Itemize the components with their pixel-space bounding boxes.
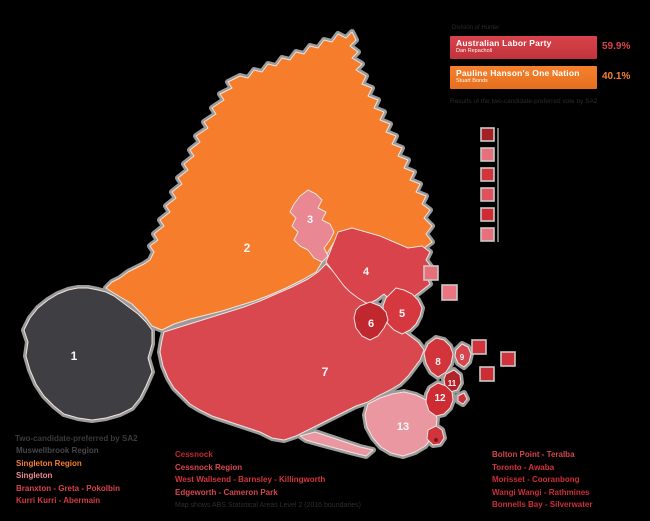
party-percent-one-nation: 40.1% [602,71,631,82]
callout-square-1 [480,147,495,162]
callout-square-9 [500,351,516,367]
party-percent-labor: 59.9% [602,41,631,52]
region-label-8: 8 [435,357,441,368]
map-dot-0 [434,438,438,442]
callout-square-3 [480,187,495,202]
region-label-5: 5 [399,308,405,320]
region-fragment-14 [457,392,468,405]
bottom-legend-column-1: Muswellbrook Region Singleton Region Singl… [16,445,120,508]
region-label-1: 1 [71,349,78,363]
legend-area-name: Kurri Kurri - Abermain [16,496,101,506]
legend-top-note: Division of Hunter [452,25,500,31]
legend-area-name: West Wallsend - Barnsley - Killingworth [175,475,326,485]
legend-party-labor: Australian Labor Party Dan Repacholi [450,36,597,59]
region-label-6: 6 [368,318,374,330]
callout-square-6 [423,265,439,281]
region-label-7: 7 [322,365,329,379]
legend-area-name: Muswellbrook Region [16,446,99,455]
party-candidate-labor: Dan Repacholi [456,48,493,54]
legend-area-name: Branxton - Greta - Pokolbin [16,483,121,493]
region-1 [23,287,153,421]
callout-square-8 [471,339,487,355]
callout-square-4 [480,207,495,222]
party-name-one-nation: Pauline Hanson's One Nation [456,68,580,78]
callout-divider-line [497,128,499,242]
callout-square-7 [441,284,458,301]
region-9 [454,343,472,368]
region-fragment-8 [299,431,374,457]
callout-square-0 [480,127,495,142]
legend-area-name: Cessnock [175,450,213,459]
bottom-legend-footnote: Map shows ABS Statistical Areas Level 2 … [175,502,361,509]
legend-area-name: Singleton Region [16,458,82,468]
region-6 [353,301,389,341]
legend-area-name: Bolton Point - Teralba [492,450,575,459]
legend-area-name: Cessnock Region [175,462,243,472]
legend-area-name: Bonnells Bay - Silverwater [492,500,593,510]
region-label-13: 13 [397,421,409,433]
legend-area-name: Toronto - Awaba [492,462,555,472]
region-label-3: 3 [307,214,313,226]
legend-area-name: Singleton [16,471,53,481]
bottom-legend-column-3: Bolton Point - Teralba Toronto - Awaba Mor… [492,449,592,512]
callout-square-5 [480,227,495,242]
party-candidate-one-nation: Stuart Bonds [456,78,488,84]
party-name-labor: Australian Labor Party [456,38,552,48]
region-label-9: 9 [460,353,465,362]
callout-square-2 [480,167,495,182]
bottom-legend-title: Two-candidate-preferred by SA2 [15,434,138,443]
legend-top-caption: Results of the two-candidate-preferred v… [450,98,598,105]
region-8 [423,337,454,378]
legend-area-name: Edgeworth - Cameron Park [175,487,278,497]
region-fragment-13 [426,425,445,446]
region-label-11: 11 [448,379,457,388]
callout-square-10 [479,366,495,382]
legend-party-one-nation: Pauline Hanson's One Nation Stuart Bonds [450,66,597,89]
legend-area-name: Wangi Wangi - Rathmines [492,487,590,497]
region-label-12: 12 [434,393,446,404]
region-2 [105,31,433,331]
legend-area-name: Morisset - Cooranbong [492,475,580,485]
region-label-2: 2 [244,241,251,255]
region-12 [425,382,454,417]
region-3 [289,189,335,263]
region-11 [443,369,462,393]
bottom-legend-column-2: Cessnock Cessnock Region West Wallsend - B… [175,449,325,499]
region-label-4: 4 [363,266,370,278]
